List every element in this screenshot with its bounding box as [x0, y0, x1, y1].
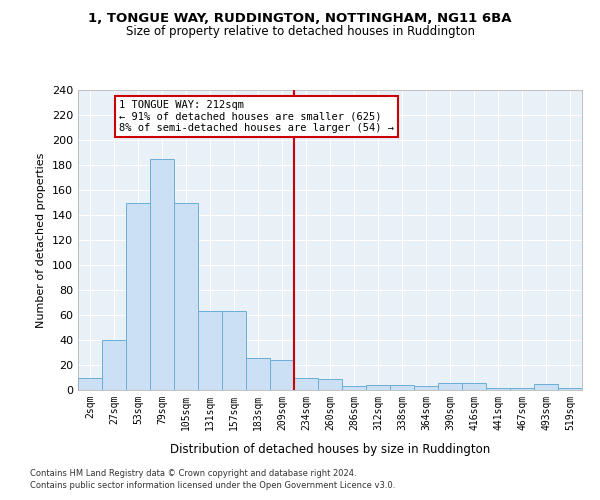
Bar — [246, 358, 270, 390]
Bar — [78, 378, 102, 390]
Bar — [510, 388, 534, 390]
Text: 1, TONGUE WAY, RUDDINGTON, NOTTINGHAM, NG11 6BA: 1, TONGUE WAY, RUDDINGTON, NOTTINGHAM, N… — [88, 12, 512, 26]
Bar — [174, 202, 198, 390]
Bar — [534, 384, 558, 390]
Bar — [318, 379, 342, 390]
Text: Contains HM Land Registry data © Crown copyright and database right 2024.: Contains HM Land Registry data © Crown c… — [30, 468, 356, 477]
Bar — [438, 382, 462, 390]
Bar — [126, 202, 150, 390]
Bar — [462, 382, 486, 390]
Bar — [558, 388, 582, 390]
Bar — [390, 385, 414, 390]
Bar — [102, 340, 126, 390]
Bar — [366, 385, 390, 390]
Bar — [270, 360, 294, 390]
Bar — [294, 378, 318, 390]
Text: Contains public sector information licensed under the Open Government Licence v3: Contains public sector information licen… — [30, 481, 395, 490]
Bar — [198, 311, 222, 390]
Bar — [150, 159, 174, 390]
Text: Distribution of detached houses by size in Ruddington: Distribution of detached houses by size … — [170, 442, 490, 456]
Bar — [414, 386, 438, 390]
Bar — [486, 388, 510, 390]
Bar — [222, 311, 246, 390]
Bar — [342, 386, 366, 390]
Text: 1 TONGUE WAY: 212sqm
← 91% of detached houses are smaller (625)
8% of semi-detac: 1 TONGUE WAY: 212sqm ← 91% of detached h… — [119, 100, 394, 133]
Y-axis label: Number of detached properties: Number of detached properties — [37, 152, 46, 328]
Text: Size of property relative to detached houses in Ruddington: Size of property relative to detached ho… — [125, 25, 475, 38]
